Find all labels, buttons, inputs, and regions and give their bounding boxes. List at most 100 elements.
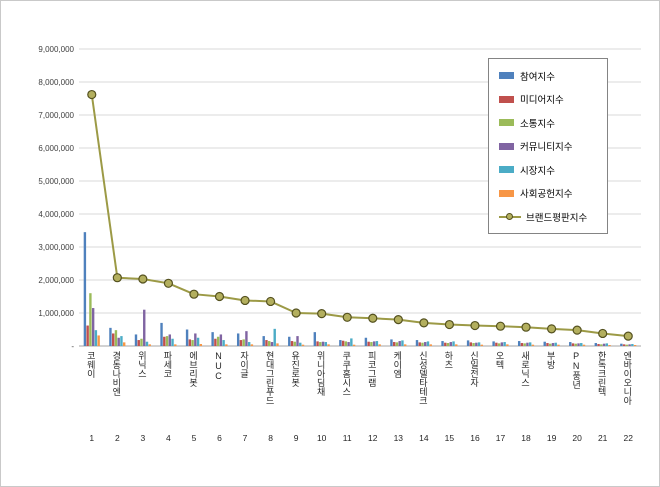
bar-사회공헌지수 <box>327 344 330 346</box>
bar-시장지수 <box>605 343 609 346</box>
bar-미디어지수 <box>520 343 524 346</box>
bar-참여지수 <box>517 341 521 346</box>
y-tick-label: 2,000,000 <box>38 276 74 285</box>
y-tick-label: 6,000,000 <box>38 144 74 153</box>
bar-참여지수 <box>620 343 623 346</box>
bar-미디어지수 <box>418 342 421 346</box>
y-tick-label: 4,000,000 <box>38 210 74 219</box>
bar-사회공헌지수 <box>429 344 432 346</box>
legend-item-사회공헌지수: 사회공헌지수 <box>499 182 607 206</box>
bar-미디어지수 <box>495 342 498 346</box>
legend-line-marker-icon <box>499 212 521 222</box>
bar-사회공헌지수 <box>199 344 203 346</box>
bar-소통지수 <box>395 342 399 346</box>
bar-커뮤니티지수 <box>475 342 478 346</box>
bar-참여지수 <box>185 329 189 346</box>
legend-item-소통지수: 소통지수 <box>499 111 607 135</box>
legend-label: 시장지수 <box>520 165 555 177</box>
legend-item-미디어지수: 미디어지수 <box>499 88 607 112</box>
y-tick-label: 5,000,000 <box>38 177 74 186</box>
bar-미디어지수 <box>546 343 549 346</box>
bar-참여지수 <box>390 339 393 346</box>
marker-브랜드평판지수 <box>87 89 97 100</box>
bar-참여지수 <box>364 337 368 346</box>
y-tick-label: 9,000,000 <box>38 45 74 54</box>
legend-label: 사회공헌지수 <box>520 189 573 201</box>
marker-브랜드평판지수 <box>291 308 301 318</box>
bar-소통지수 <box>140 338 143 346</box>
bar-시장지수 <box>528 342 532 346</box>
bar-소통지수 <box>370 342 373 346</box>
bar-시장지수 <box>452 341 455 346</box>
bar-커뮤니티지수 <box>91 308 95 346</box>
bar-사회공헌지수 <box>225 344 228 346</box>
bar-미디어지수 <box>265 340 268 346</box>
bar-소통지수 <box>600 344 603 346</box>
bar-시장지수 <box>145 341 149 346</box>
bar-커뮤니티지수 <box>500 342 504 346</box>
legend-label: 참여지수 <box>520 71 555 83</box>
marker-브랜드평판지수 <box>495 321 506 331</box>
legend-label: 소통지수 <box>520 118 555 130</box>
marker-브랜드평판지수 <box>393 315 403 325</box>
marker-브랜드평판지수 <box>444 319 455 330</box>
bar-미디어지수 <box>469 342 473 346</box>
marker-브랜드평판지수 <box>598 328 608 339</box>
bar-커뮤니티지수 <box>577 343 580 346</box>
legend-label: 미디어지수 <box>520 95 564 107</box>
bar-시장지수 <box>350 338 353 346</box>
bar-참여지수 <box>569 342 572 346</box>
y-tick-label: 8,000,000 <box>38 78 74 87</box>
legend-label: 커뮤니티지수 <box>520 142 573 154</box>
marker-브랜드평판지수 <box>521 322 531 332</box>
bar-시장지수 <box>196 337 200 346</box>
legend-swatch-icon <box>499 95 514 103</box>
bar-참여지수 <box>313 332 317 346</box>
marker-브랜드평판지수 <box>189 289 199 299</box>
bar-시장지수 <box>631 344 634 346</box>
bar-커뮤니티지수 <box>602 343 606 346</box>
bar-미디어지수 <box>239 340 243 346</box>
bar-사회공헌지수 <box>97 335 100 346</box>
bar-사회공헌지수 <box>148 344 151 346</box>
bar-시장지수 <box>477 342 481 346</box>
bar-커뮤니티지수 <box>372 341 376 346</box>
bar-시장지수 <box>94 330 98 346</box>
bar-미디어지수 <box>137 340 140 346</box>
bar-미디어지수 <box>571 343 575 346</box>
marker-브랜드평판지수 <box>214 291 225 302</box>
legend-label: 브랜드평판지수 <box>526 212 588 224</box>
bar-소통지수 <box>446 343 450 346</box>
bar-사회공헌지수 <box>608 345 611 346</box>
bar-커뮤니티지수 <box>347 342 350 346</box>
bar-소통지수 <box>549 343 552 346</box>
bar-커뮤니티지수 <box>628 344 631 346</box>
bar-참여지수 <box>594 343 598 346</box>
marker-브랜드평판지수 <box>368 313 378 323</box>
marker-브랜드평판지수 <box>623 331 633 341</box>
bar-미디어지수 <box>341 340 345 346</box>
bar-사회공헌지수 <box>506 344 509 346</box>
bar-사회공헌지수 <box>352 344 356 346</box>
marker-브랜드평판지수 <box>163 278 174 288</box>
bar-소통지수 <box>114 330 118 346</box>
bar-시장지수 <box>171 338 174 346</box>
bar-참여지수 <box>441 341 444 346</box>
bar-미디어지수 <box>622 344 626 346</box>
bar-소통지수 <box>216 336 220 346</box>
bar-미디어지수 <box>392 342 396 346</box>
bar-사회공헌지수 <box>582 344 586 346</box>
legend-item-커뮤니티지수: 커뮤니티지수 <box>499 135 607 159</box>
bar-시장지수 <box>375 341 379 346</box>
legend-swatch-icon <box>499 189 514 197</box>
bar-시장지수 <box>247 342 251 346</box>
bar-참여지수 <box>262 336 265 346</box>
bar-참여지수 <box>134 334 138 346</box>
bar-사회공헌지수 <box>531 344 535 346</box>
bar-사회공헌지수 <box>301 344 305 346</box>
marker-브랜드평판지수 <box>112 273 122 283</box>
bar-참여지수 <box>288 336 291 346</box>
marker-브랜드평판지수 <box>317 309 327 319</box>
